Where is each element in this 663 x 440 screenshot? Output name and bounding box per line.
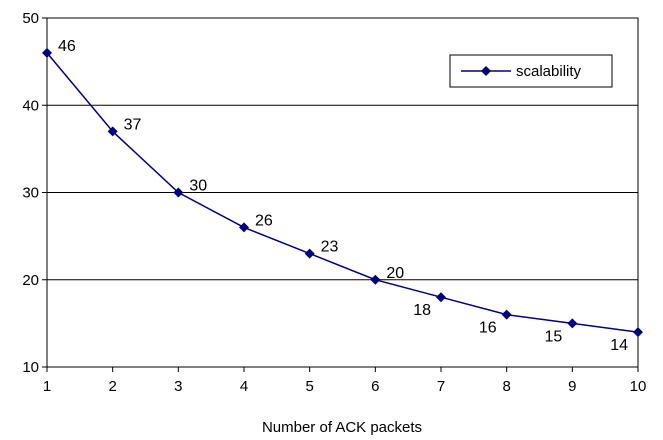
x-tick-label: 5 — [305, 378, 313, 395]
data-label: 18 — [413, 302, 431, 319]
x-tick-label: 1 — [43, 378, 51, 395]
data-label: 16 — [479, 320, 497, 337]
x-tick-label: 4 — [240, 378, 248, 395]
data-point-marker — [633, 327, 643, 338]
data-point-marker — [173, 187, 184, 198]
y-tick-label: 10 — [22, 359, 39, 376]
data-point-marker — [501, 309, 512, 320]
x-tick-label: 3 — [174, 378, 182, 395]
x-axis-ticks: 1 2 3 4 5 6 7 8 9 10 — [43, 367, 647, 395]
y-tick-label: 30 — [22, 185, 39, 202]
data-label: 26 — [255, 212, 273, 229]
legend: scalability — [449, 54, 613, 88]
data-label: 46 — [58, 38, 76, 55]
gridlines — [47, 104, 638, 281]
y-tick-label: 20 — [22, 272, 39, 289]
data-point-marker — [42, 47, 52, 58]
data-point-marker — [370, 274, 381, 285]
data-label: 14 — [610, 337, 628, 354]
x-tick-label: 7 — [437, 378, 445, 395]
x-tick-label: 8 — [502, 378, 510, 395]
data-label: 15 — [545, 328, 563, 345]
legend-label-scalability: scalability — [516, 63, 582, 80]
y-tick-label: 40 — [22, 97, 39, 114]
data-label: 23 — [321, 239, 339, 256]
x-tick-label: 9 — [568, 378, 576, 395]
legend-marker-diamond — [481, 66, 491, 76]
y-tick-label: 50 — [22, 10, 39, 27]
series-line-scalability — [46, 52, 639, 333]
data-labels: 46 37 30 26 23 20 18 16 15 14 — [58, 38, 628, 354]
y-axis-ticks: 10 20 30 40 50 — [22, 10, 47, 376]
data-label: 20 — [386, 265, 404, 282]
data-point-marker — [436, 292, 446, 303]
x-tick-label: 6 — [371, 378, 379, 395]
data-label: 30 — [189, 178, 207, 195]
x-axis-title: Number of ACK packets — [262, 419, 422, 436]
data-point-marker — [304, 248, 315, 259]
data-point-marker — [567, 318, 578, 329]
data-point-marker — [107, 126, 118, 137]
data-label: 37 — [124, 116, 142, 133]
x-tick-label: 2 — [108, 378, 116, 395]
x-tick-label: 10 — [630, 378, 647, 395]
series-group — [42, 47, 643, 338]
data-point-marker — [239, 222, 249, 233]
